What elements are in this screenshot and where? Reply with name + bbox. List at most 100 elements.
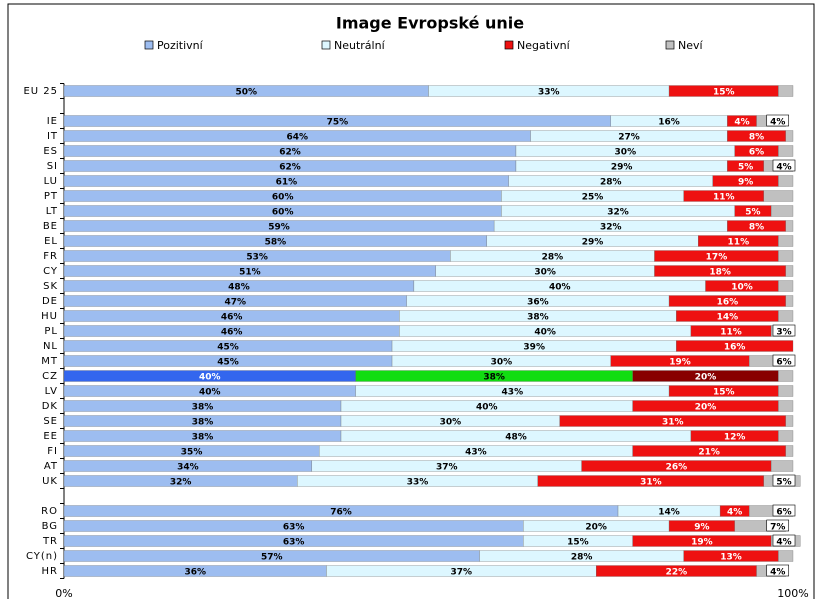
data-label: 31% [640, 478, 662, 488]
y-tick-label: RO [41, 506, 58, 517]
bar-segment [778, 400, 794, 412]
data-label: 5% [745, 208, 760, 218]
data-label: 33% [407, 478, 429, 488]
chart-frame [7, 3, 815, 599]
label-box [772, 354, 796, 367]
data-label: 48% [505, 433, 527, 443]
data-label: 21% [698, 448, 720, 458]
y-tick-label: CZ [42, 371, 58, 382]
legend-label: Negativní [517, 39, 571, 52]
data-label: 8% [749, 223, 764, 233]
data-label: 12% [724, 433, 746, 443]
data-label: 64% [287, 133, 309, 143]
y-tick-label: IT [47, 131, 58, 142]
bar-segment [778, 310, 794, 322]
data-label: 63% [283, 523, 305, 533]
data-label: 46% [221, 328, 243, 338]
data-label: 28% [542, 253, 564, 263]
bar-segment [785, 130, 794, 142]
label-box [766, 519, 790, 532]
data-label: 7% [770, 523, 785, 533]
data-label: 36% [184, 568, 206, 578]
data-label: 32% [170, 478, 192, 488]
data-label: 51% [239, 268, 261, 278]
y-tick-label: EL [44, 236, 58, 247]
label-box [772, 504, 796, 517]
data-label: 29% [611, 163, 633, 173]
bar-segment [785, 445, 794, 457]
y-tick-label: EE [43, 431, 58, 442]
data-label: 38% [192, 403, 214, 413]
legend-swatch [504, 40, 514, 50]
bar-segment [763, 190, 794, 202]
label-box [766, 564, 790, 577]
y-tick-label: ES [43, 146, 58, 157]
data-label: 35% [181, 448, 203, 458]
y-tick-label: PL [44, 326, 58, 337]
data-label: 4% [770, 118, 785, 128]
data-label: 16% [724, 343, 746, 353]
data-label: 15% [713, 88, 735, 98]
data-label: 46% [221, 313, 243, 323]
legend-swatch [321, 40, 331, 50]
data-label: 11% [720, 328, 742, 338]
data-label: 39% [523, 343, 545, 353]
bar-segment [778, 145, 794, 157]
data-label: 36% [527, 298, 549, 308]
label-box [772, 534, 796, 547]
data-label: 4% [776, 538, 791, 548]
data-label: 75% [327, 118, 349, 128]
data-label: 38% [527, 313, 549, 323]
data-label: 60% [272, 208, 294, 218]
y-tick-label: LU [44, 176, 58, 187]
data-label: 20% [695, 373, 717, 383]
bar-segment [778, 370, 794, 382]
y-tick-label: SK [43, 281, 58, 292]
y-tick-label: HU [41, 311, 58, 322]
data-label: 16% [717, 298, 739, 308]
data-label: 45% [217, 358, 239, 368]
label-box [772, 474, 796, 487]
data-label: 53% [246, 253, 268, 263]
data-label: 30% [534, 268, 556, 278]
y-tick-label: DE [42, 296, 58, 307]
data-label: 30% [615, 148, 637, 158]
y-tick-label: IE [47, 116, 58, 127]
data-label: 28% [600, 178, 622, 188]
data-label: 22% [666, 568, 688, 578]
data-label: 60% [272, 193, 294, 203]
data-label: 11% [713, 193, 735, 203]
bar-segment [778, 250, 794, 262]
data-label: 19% [691, 538, 713, 548]
data-label: 38% [483, 373, 505, 383]
y-tick-label: BE [43, 221, 58, 232]
data-label: 10% [731, 283, 753, 293]
y-tick-label: NL [43, 341, 58, 352]
data-label: 37% [451, 568, 473, 578]
data-label: 47% [225, 298, 247, 308]
data-label: 50% [235, 88, 257, 98]
bar-segment [785, 265, 794, 277]
data-label: 76% [330, 508, 352, 518]
data-label: 30% [491, 358, 513, 368]
data-label: 40% [549, 283, 571, 293]
data-label: 38% [192, 418, 214, 428]
data-label: 18% [709, 268, 731, 278]
legend-label: Neutrální [334, 39, 386, 52]
y-tick-label: FI [47, 446, 58, 457]
data-label: 28% [571, 553, 593, 563]
bar-segment [778, 385, 794, 397]
data-label: 38% [192, 433, 214, 443]
data-label: 6% [776, 508, 791, 518]
data-label: 4% [770, 568, 785, 578]
y-tick-label: UK [42, 476, 58, 487]
y-tick-label: PT [44, 191, 58, 202]
y-tick-label: FR [43, 251, 58, 262]
data-label: 37% [436, 463, 458, 473]
data-label: 32% [600, 223, 622, 233]
y-tick-label: EU 25 [23, 86, 58, 97]
data-label: 9% [738, 178, 753, 188]
data-label: 9% [694, 523, 709, 533]
data-label: 58% [265, 238, 287, 248]
data-label: 25% [582, 193, 604, 203]
